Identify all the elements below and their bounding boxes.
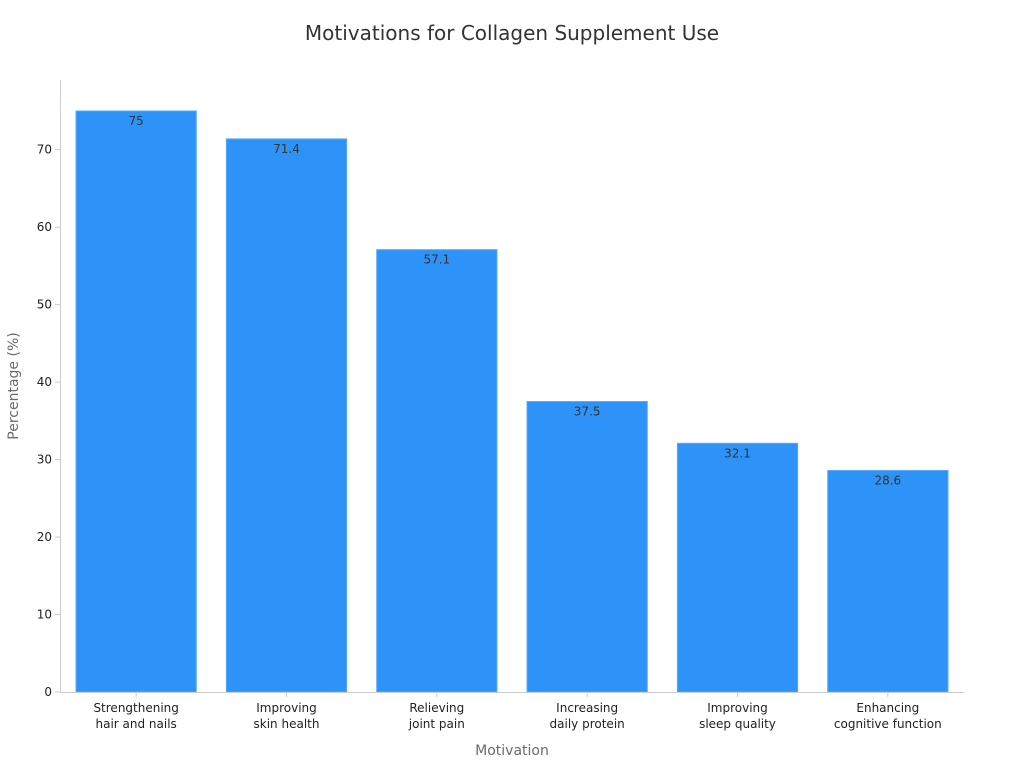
x-tick-label: Increasing daily protein bbox=[550, 701, 625, 731]
bar-value-label: 32.1 bbox=[724, 446, 751, 460]
y-ticks-layer: 0 10 20 30 40 50 60 70 bbox=[37, 143, 61, 699]
y-tick-label: 70 bbox=[37, 143, 52, 157]
x-tick-label-line: hair and nails bbox=[96, 717, 177, 731]
x-tick-label-line: Increasing bbox=[556, 701, 618, 715]
x-tick-label-line: Strengthening bbox=[93, 701, 178, 715]
bar bbox=[75, 110, 197, 693]
bar-value-label: 71.4 bbox=[273, 142, 300, 156]
y-tick-label: 20 bbox=[37, 530, 52, 544]
y-tick-label: 40 bbox=[37, 375, 52, 389]
y-tick-label: 60 bbox=[37, 220, 52, 234]
value-labels-layer: 75 71.4 57.1 37.5 32.1 28.6 bbox=[129, 114, 902, 487]
y-axis-label: Percentage (%) bbox=[6, 332, 22, 439]
x-tick-label: Relieving joint pain bbox=[408, 701, 465, 731]
x-axis-label: Motivation bbox=[475, 743, 549, 759]
y-tick-label: 30 bbox=[37, 453, 52, 467]
bar bbox=[225, 138, 348, 693]
x-tick-label-line: Improving bbox=[256, 701, 317, 715]
x-tick-label-line: daily protein bbox=[550, 717, 625, 731]
x-tick-label-line: joint pain bbox=[408, 717, 465, 731]
x-tick-label-line: Improving bbox=[707, 701, 768, 715]
bar bbox=[526, 400, 648, 693]
x-tick-label-line: Relieving bbox=[409, 701, 464, 715]
chart-title: Motivations for Collagen Supplement Use bbox=[305, 21, 719, 45]
bar-value-label: 75 bbox=[129, 114, 144, 128]
y-tick-label: 10 bbox=[37, 608, 52, 622]
bars-layer bbox=[75, 110, 949, 693]
bar bbox=[376, 249, 498, 693]
x-tick-label: Improving sleep quality bbox=[699, 701, 776, 731]
x-tick-label: Strengthening hair and nails bbox=[93, 701, 178, 731]
bar bbox=[676, 442, 799, 693]
bar bbox=[827, 469, 949, 693]
x-tick-label-line: skin health bbox=[254, 717, 320, 731]
x-tick-label-line: cognitive function bbox=[834, 717, 942, 731]
bar-value-label: 57.1 bbox=[423, 253, 450, 267]
y-tick-label: 0 bbox=[44, 685, 52, 699]
x-tick-label-line: sleep quality bbox=[699, 717, 776, 731]
x-tick-label-line: Enhancing bbox=[856, 701, 919, 715]
bar-value-label: 37.5 bbox=[574, 404, 601, 418]
x-tick-label: Improving skin health bbox=[254, 701, 320, 731]
y-tick-label: 50 bbox=[37, 298, 52, 312]
x-ticks-layer: Strengthening hair and nails Improving skin… bbox=[93, 692, 942, 731]
bar-value-label: 28.6 bbox=[874, 473, 901, 487]
x-tick-label: Enhancing cognitive function bbox=[834, 701, 942, 731]
